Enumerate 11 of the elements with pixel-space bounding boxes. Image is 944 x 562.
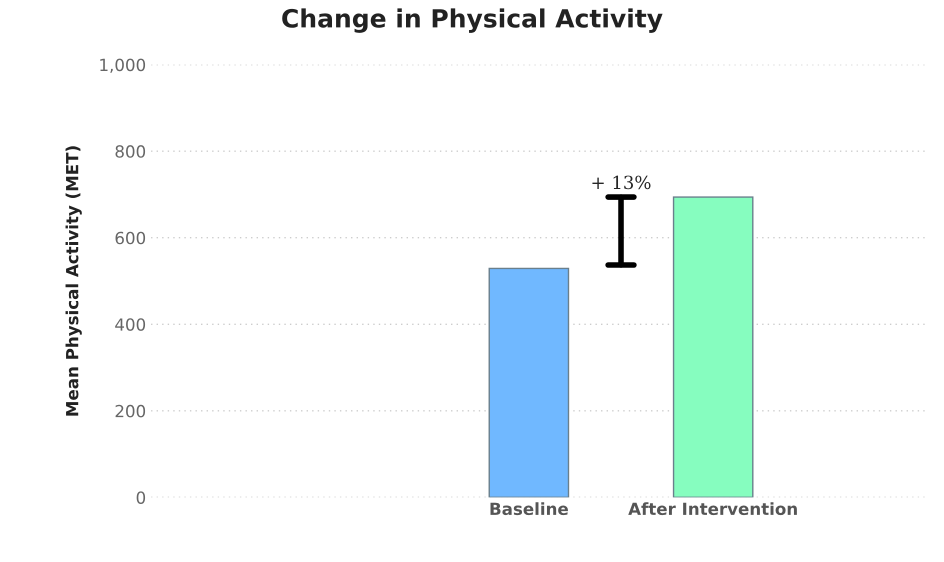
annotation: + 13% (592, 176, 651, 190)
y-tick-label: 1,000 (100, 58, 146, 73)
x-tick-label: Baseline (490, 502, 568, 516)
x-tick-label: After Intervention (628, 502, 797, 516)
y-axis-title: Mean Physical Activity (MET) (66, 146, 82, 416)
chart-title: Change in Physical Activity (282, 8, 663, 33)
y-tick-label: 800 (115, 145, 146, 158)
y-tick-label: 0 (136, 491, 146, 504)
y-tick-label: 200 (116, 404, 146, 418)
y-tick-label: 400 (115, 318, 146, 331)
y-tick-label: 600 (116, 232, 146, 244)
